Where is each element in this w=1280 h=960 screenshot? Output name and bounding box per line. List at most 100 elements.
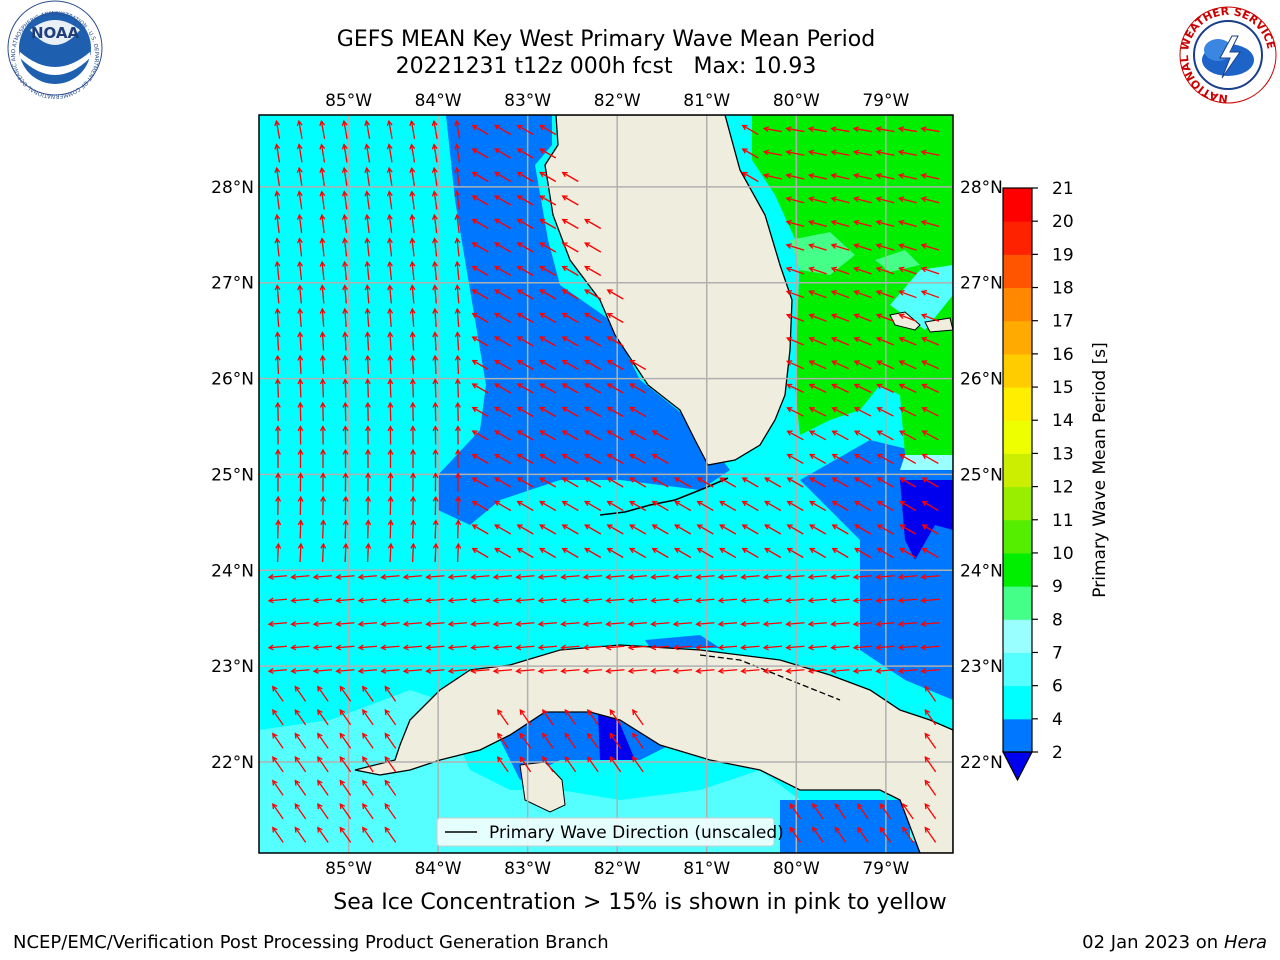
wave-arrow <box>719 547 737 559</box>
wave-arrow <box>410 495 417 516</box>
wave-arrow <box>584 524 602 535</box>
wave-arrow <box>342 307 349 328</box>
wave-arrow <box>924 685 937 702</box>
wave-arrow <box>582 597 603 604</box>
wave-arrow <box>297 472 304 492</box>
wave-arrow <box>629 453 647 465</box>
wave-arrow <box>582 620 603 627</box>
wave-arrow <box>629 500 647 512</box>
wave-arrow <box>674 547 692 559</box>
wave-arrow <box>432 519 439 539</box>
wave-arrow <box>651 430 669 441</box>
wave-arrow <box>920 336 940 346</box>
wave-arrow <box>267 573 288 580</box>
wave-arrow <box>454 425 461 445</box>
wave-arrow <box>542 756 554 773</box>
wave-arrow <box>365 495 372 516</box>
wave-arrow <box>290 597 310 604</box>
wave-arrow <box>605 620 625 627</box>
wave-arrow <box>876 383 894 393</box>
colorbar-frame <box>1002 187 1033 753</box>
wave-arrow <box>695 573 715 580</box>
wave-arrow <box>672 620 693 627</box>
wave-arrow <box>365 472 372 492</box>
wave-arrow <box>364 401 371 422</box>
wave-arrow <box>717 644 738 651</box>
wave-arrow <box>380 644 400 651</box>
wave-arrow <box>317 756 329 773</box>
wave-arrow <box>384 732 397 749</box>
wave-arrow <box>854 453 872 465</box>
wave-arrow <box>807 597 828 604</box>
wave-arrow <box>651 524 669 535</box>
wave-arrow <box>561 171 579 183</box>
wave-arrow <box>920 313 940 322</box>
wave-arrow <box>561 336 579 347</box>
noaa-logo-text: NOAA <box>31 24 80 42</box>
wave-arrow <box>516 477 534 488</box>
wave-arrow <box>564 756 577 773</box>
wave-arrow <box>319 425 326 445</box>
wave-arrow <box>854 477 872 488</box>
wave-arrow <box>632 756 644 773</box>
wave-arrow <box>410 448 416 469</box>
wave-arrow <box>471 524 489 535</box>
wave-arrow <box>386 166 393 186</box>
wave-arrow <box>342 378 349 398</box>
wave-arrow <box>274 284 281 304</box>
wave-arrow <box>651 453 669 465</box>
wave-arrow <box>454 143 461 163</box>
wave-arrow <box>902 803 914 820</box>
wave-arrow <box>425 620 445 627</box>
wave-arrow <box>587 732 599 749</box>
wave-arrow <box>875 149 895 156</box>
wave-arrow <box>539 406 557 418</box>
wave-arrow <box>471 265 489 277</box>
wave-arrow <box>409 354 416 375</box>
wave-arrow <box>921 383 939 393</box>
wave-arrow <box>425 644 445 651</box>
wave-arrow <box>606 383 624 394</box>
wave-arrow <box>515 620 535 627</box>
florida-keys <box>599 477 729 516</box>
wave-arrow <box>606 406 624 418</box>
wave-arrow <box>853 219 872 228</box>
wave-arrow <box>274 260 281 281</box>
wave-arrow <box>380 667 400 674</box>
wave-arrow <box>606 477 624 488</box>
wave-arrow <box>297 331 304 351</box>
lon-label-top: 80°W <box>773 91 820 111</box>
wave-arrow <box>830 243 850 251</box>
wave-arrow <box>515 644 535 651</box>
wave-arrow <box>808 243 827 251</box>
wave-arrow <box>920 597 940 604</box>
wave-arrow <box>920 266 940 275</box>
wave-arrow <box>387 354 394 375</box>
wave-arrow <box>807 573 828 580</box>
wave-arrow <box>272 685 284 702</box>
wave-arrow <box>560 597 580 604</box>
wave-arrow <box>897 173 917 180</box>
wave-arrow <box>494 195 512 206</box>
wave-arrow <box>629 524 647 535</box>
wave-arrow <box>830 266 850 275</box>
wave-arrow <box>672 597 693 604</box>
wave-arrow <box>516 124 534 136</box>
lon-label-top: 82°W <box>594 91 641 111</box>
wave-arrow <box>342 448 349 469</box>
wave-arrow <box>785 336 805 346</box>
wave-arrow <box>297 354 304 375</box>
wave-arrow <box>409 425 416 445</box>
wave-arrow <box>402 573 423 580</box>
wave-arrow <box>357 573 378 580</box>
wave-arrow <box>561 218 579 230</box>
wave-arrow <box>921 547 939 559</box>
wave-arrow <box>362 826 374 843</box>
wave-arrow <box>539 524 557 535</box>
wave-arrow <box>317 779 329 796</box>
wave-arrow <box>297 378 304 398</box>
wave-arrow <box>561 406 579 418</box>
ocean-fill-10-11 <box>752 115 953 455</box>
wave-arrow <box>629 406 647 418</box>
wave-arrow <box>432 425 439 445</box>
